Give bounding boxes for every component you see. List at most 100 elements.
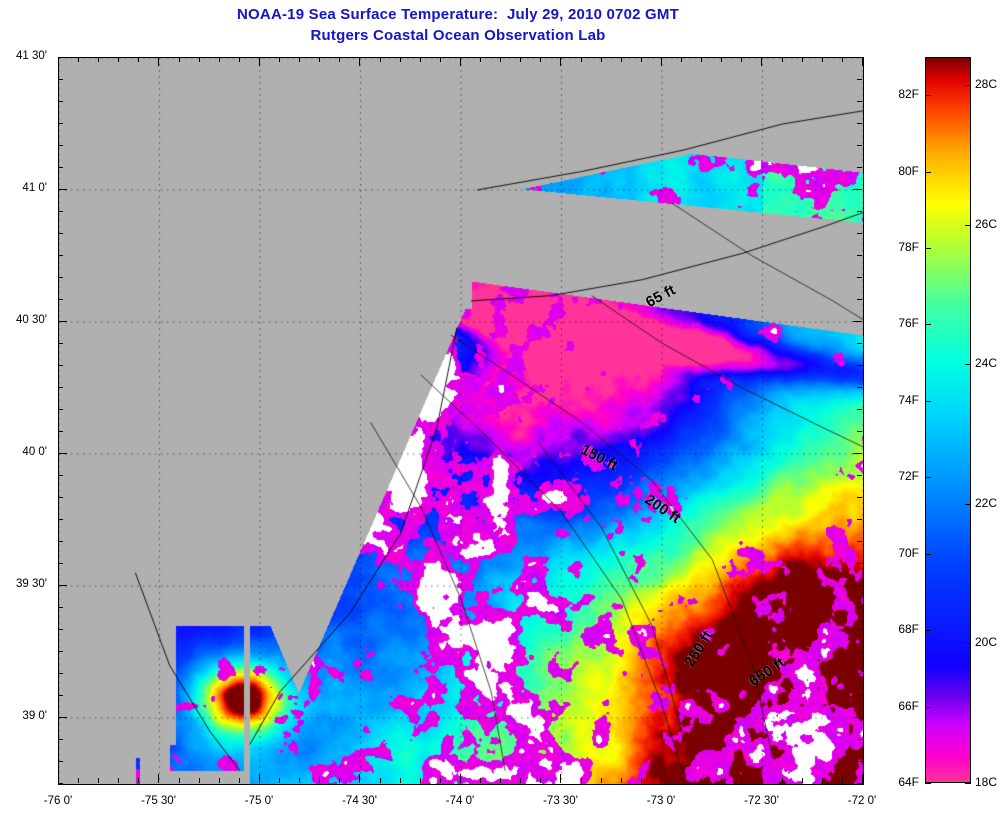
y-axis-tick <box>857 761 862 762</box>
x-axis-tick <box>540 57 541 62</box>
x-axis-tick <box>621 57 622 62</box>
y-axis-tick <box>857 277 862 278</box>
colorbar-gradient <box>925 57 971 783</box>
x-axis-label: -74 0' <box>445 795 475 807</box>
y-axis-tick <box>853 189 862 190</box>
colorbar-tick-f <box>925 400 931 402</box>
y-axis-label: 39 30' <box>16 578 47 590</box>
x-axis-tick <box>98 778 99 783</box>
x-axis-tick <box>480 778 481 783</box>
y-axis-tick <box>58 255 63 256</box>
x-axis-tick <box>138 57 139 62</box>
colorbar-tick-c <box>965 783 971 784</box>
y-axis-tick <box>58 79 63 80</box>
y-axis-label: 40 0' <box>22 446 47 458</box>
x-axis-tick <box>661 774 662 783</box>
x-axis-tick <box>420 57 421 62</box>
x-axis-tick <box>802 57 803 62</box>
y-axis-tick <box>58 651 63 652</box>
x-axis-tick <box>621 778 622 783</box>
y-axis-tick <box>853 585 862 586</box>
colorbar-tick-c <box>965 503 971 505</box>
x-axis-label: -74 30' <box>342 795 377 807</box>
x-axis-tick <box>741 57 742 62</box>
x-axis-tick <box>681 778 682 783</box>
x-axis-label: -73 0' <box>646 795 676 807</box>
x-axis-tick <box>259 57 260 66</box>
x-axis-tick <box>761 774 762 783</box>
y-axis-tick <box>58 695 63 696</box>
y-axis-tick <box>857 497 862 498</box>
x-axis-tick <box>721 57 722 62</box>
colorbar-tick-f <box>925 553 931 555</box>
y-axis-label: 41 30' <box>16 50 47 62</box>
colorbar-label-celsius: 24C <box>975 356 998 371</box>
colorbar-label-celsius: 28C <box>975 76 998 91</box>
y-axis-tick <box>857 431 862 432</box>
x-axis-tick <box>299 57 300 62</box>
y-axis-label: 41 0' <box>22 182 47 194</box>
colorbar-label-fahrenheit: 72F <box>898 469 919 484</box>
y-axis-tick <box>58 783 63 784</box>
colorbar-tick-f <box>925 95 931 97</box>
colorbar-label-fahrenheit: 74F <box>898 392 919 407</box>
x-axis-tick <box>641 57 642 62</box>
y-axis-tick <box>58 761 63 762</box>
x-axis-tick <box>641 778 642 783</box>
colorbar-tick-c <box>965 224 971 226</box>
x-axis-label: -75 30' <box>141 795 176 807</box>
x-axis-tick <box>78 57 79 62</box>
x-axis-tick <box>862 57 863 66</box>
x-axis-tick <box>701 57 702 62</box>
y-axis-tick <box>857 101 862 102</box>
x-axis-tick <box>199 57 200 62</box>
x-axis-label: -72 30' <box>744 795 779 807</box>
y-axis-tick <box>58 497 63 498</box>
y-axis-tick <box>58 541 63 542</box>
y-axis-tick <box>58 717 67 718</box>
y-axis-tick <box>853 321 862 322</box>
x-axis-tick <box>601 57 602 62</box>
y-axis-tick <box>58 431 63 432</box>
x-axis-tick <box>158 774 159 783</box>
y-axis-tick <box>857 255 862 256</box>
x-axis-tick <box>118 778 119 783</box>
y-axis-tick <box>58 563 63 564</box>
y-axis-tick <box>58 475 63 476</box>
x-axis-tick <box>842 778 843 783</box>
y-axis-tick <box>58 189 67 190</box>
y-axis-tick <box>58 277 63 278</box>
y-axis-tick <box>58 607 63 608</box>
y-axis-tick <box>58 167 63 168</box>
y-axis-tick <box>58 321 67 322</box>
y-axis-tick <box>857 387 862 388</box>
y-axis-tick <box>857 651 862 652</box>
x-axis-tick <box>721 778 722 783</box>
colorbar-label-fahrenheit: 76F <box>898 316 919 331</box>
y-axis-tick <box>58 387 63 388</box>
x-axis-tick <box>380 57 381 62</box>
x-axis-tick <box>741 778 742 783</box>
x-axis-tick <box>862 774 863 783</box>
x-axis-tick <box>299 778 300 783</box>
y-axis-tick <box>857 343 862 344</box>
sst-heatmap-canvas <box>59 58 863 784</box>
x-axis-tick <box>500 57 501 62</box>
y-axis-tick <box>857 475 862 476</box>
x-axis-tick <box>560 57 561 66</box>
colorbar-label-fahrenheit: 78F <box>898 240 919 255</box>
colorbar-tick-c <box>965 643 971 645</box>
x-axis-tick <box>279 778 280 783</box>
x-axis-label: -76 0' <box>43 795 73 807</box>
colorbar-label-fahrenheit: 64F <box>898 775 919 789</box>
y-axis-tick <box>857 695 862 696</box>
x-axis-tick <box>179 57 180 62</box>
x-axis-tick <box>661 57 662 66</box>
colorbar-tick-f <box>925 630 931 632</box>
x-axis-tick <box>339 778 340 783</box>
x-axis-tick <box>78 778 79 783</box>
y-axis-tick <box>58 145 63 146</box>
x-axis-tick <box>540 778 541 783</box>
y-axis-tick <box>857 299 862 300</box>
x-axis-tick <box>500 778 501 783</box>
